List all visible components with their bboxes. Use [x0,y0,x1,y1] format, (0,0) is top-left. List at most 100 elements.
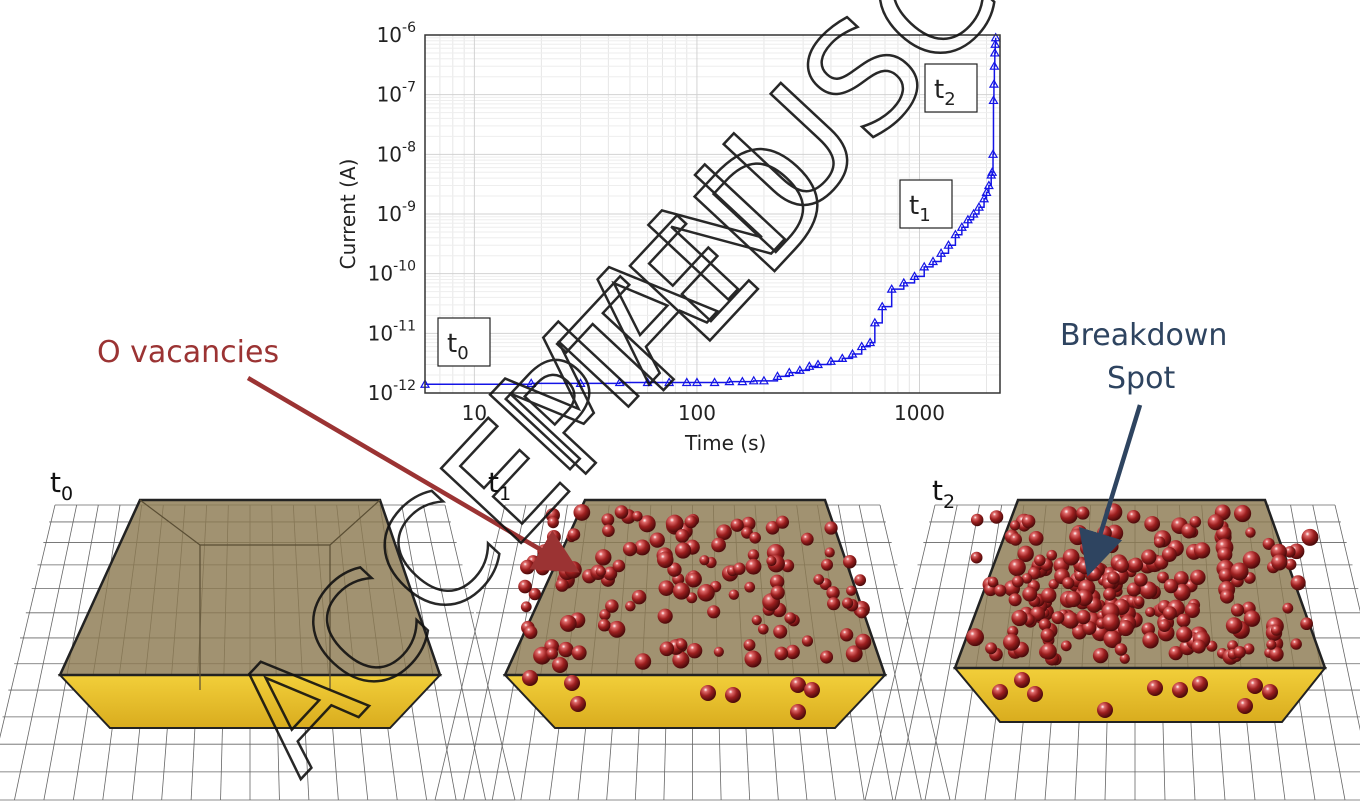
oxygen-vacancy [601,513,615,527]
oxygen-vacancy [751,615,762,626]
oxygen-vacancy [1117,619,1134,637]
data-point [865,337,876,347]
oxygen-vacancy [1040,628,1055,643]
oxygen-vacancy [533,646,551,665]
oxygen-vacancy [672,651,690,669]
floor-gridline [463,504,527,801]
floor-gridline [434,504,506,801]
oxygen-vacancy [1216,525,1232,542]
oxygen-vacancy [1162,606,1177,621]
annotation-t1: t1 [899,179,953,229]
oxygen-vacancy [1076,609,1091,625]
oxygen-vacancy [1060,640,1072,652]
oxygen-vacancy [970,551,983,564]
oxygen-vacancy [614,505,629,519]
oxygen-vacancy [658,580,675,596]
svg-text:t0: t0 [447,329,469,364]
oxygen-vacancy [1082,620,1097,635]
oxygen-vacancy [599,609,611,621]
oxygen-vacancy [824,521,838,535]
annotation-t1-sub: 1 [919,205,930,226]
oxygen-vacancy [625,600,636,612]
oxygen-vacancy [1266,639,1277,650]
data-point [825,356,836,365]
oxygen-vacancy [985,642,998,655]
data-point [988,78,999,88]
data-point [614,377,625,387]
oxygen-vacancy [856,607,868,619]
oxygen-vacancy [854,574,867,587]
oxygen-vacancy [800,532,814,546]
oxygen-vacancy [1242,551,1261,569]
oxygen-vacancy [730,518,744,532]
oxygen-vacancy [1176,613,1191,628]
oxygen-vacancy [1207,514,1224,531]
oxygen-vacancy [1243,610,1261,627]
oxygen-vacancy [1069,528,1086,546]
data-point [990,39,1001,48]
oxygen-vacancy [1028,530,1044,546]
oxygen-vacancy [1119,653,1130,664]
oxygen-vacancy [769,574,785,590]
x-tick-labels: 10 100 1000 [462,401,945,425]
oxygen-vacancy [697,584,715,602]
oxygen-vacancy [1219,589,1235,604]
oxygen-vacancy [757,623,769,635]
oxygen-vacancy [518,579,532,594]
oxygen-vacancy [744,650,762,668]
oxygen-vacancy [686,592,698,604]
oxygen-vacancy [843,554,857,569]
slab-top-face [503,498,887,677]
breakdown-arrow [1079,404,1143,577]
slab-edge [329,499,381,546]
o-vacancies-label: O vacancies [97,335,279,370]
oxygen-vacancy [1008,558,1026,577]
data-point [898,277,909,287]
oxygen-vacancy [1174,571,1189,586]
oxygen-vacancy [728,589,740,600]
oxygen-vacancy [1008,593,1022,607]
oxygen-vacancy [804,682,820,698]
annotation-t1-base: t [909,191,919,221]
oxygen-vacancy [675,529,690,543]
oxygen-vacancy [1147,680,1163,696]
data-point [869,317,880,327]
oxygen-vacancy [770,585,785,600]
oxygen-vacancy [1158,619,1171,632]
data-point [988,95,999,105]
oxygen-vacancy [555,578,569,592]
oxygen-vacancy [1076,506,1090,520]
oxygen-vacancy [992,684,1008,700]
oxygen-vacancy [573,504,591,521]
data-point [709,377,720,387]
data-point [919,261,930,271]
oxygen-vacancy [784,612,797,624]
x-tick-label: 100 [678,401,716,425]
oxygen-vacancy [1092,647,1109,664]
annotation-t0: t0 [437,317,491,367]
data-point [664,377,675,387]
oxygen-vacancy [649,532,665,548]
oxygen-vacancy [1157,571,1169,584]
oxygen-vacancy [602,524,615,537]
oxygen-vacancy [631,589,647,605]
oxygen-vacancy [824,547,835,558]
floor-gridline [422,504,486,801]
slab-front-face [502,674,888,729]
oxygen-vacancy [603,566,618,581]
oxygen-vacancy [1243,643,1255,655]
oxygen-vacancy [1225,617,1243,634]
oxygen-vacancy [1176,626,1193,643]
oxygen-vacancy [1301,528,1319,546]
y-tick-label: 10-9 [377,199,416,226]
oxygen-vacancy [1189,516,1202,528]
floor-gridline [864,504,936,801]
oxygen-vacancy [713,646,724,657]
oxygen-vacancy [733,562,746,575]
oxygen-vacancy [1269,647,1284,662]
oxygen-vacancy [558,641,574,658]
data-point [642,377,653,387]
x-axis-label: Time (s) [684,431,766,455]
data-point [943,239,954,249]
